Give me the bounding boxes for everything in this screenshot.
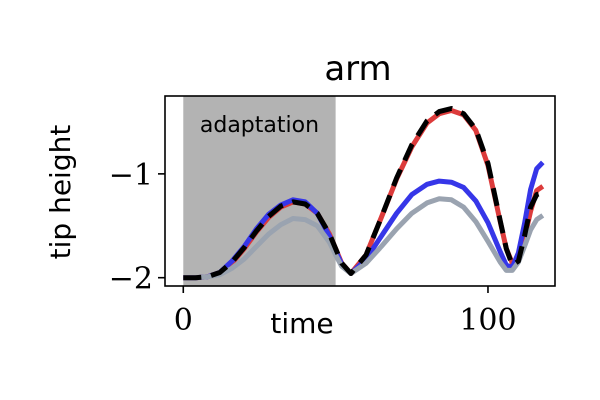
series-line-3 [183, 196, 545, 281]
x-axis-label: time [270, 307, 333, 340]
y-axis-label: tip height [44, 125, 77, 260]
adaptation-label: adaptation [200, 113, 319, 138]
adaptation-region [183, 96, 336, 286]
plot-area: adaptation 0 100 −2 −1 [109, 95, 556, 338]
x-tick-label-1: 100 [459, 303, 516, 338]
chart-title: arm [324, 49, 391, 89]
x-tick-label-0: 0 [174, 303, 193, 338]
plot-frame [164, 95, 556, 287]
y-tick-label-0: −2 [109, 262, 153, 297]
series-line-4 [183, 106, 544, 281]
y-tick-label-1: −1 [109, 158, 153, 193]
series-line-2 [183, 160, 545, 281]
